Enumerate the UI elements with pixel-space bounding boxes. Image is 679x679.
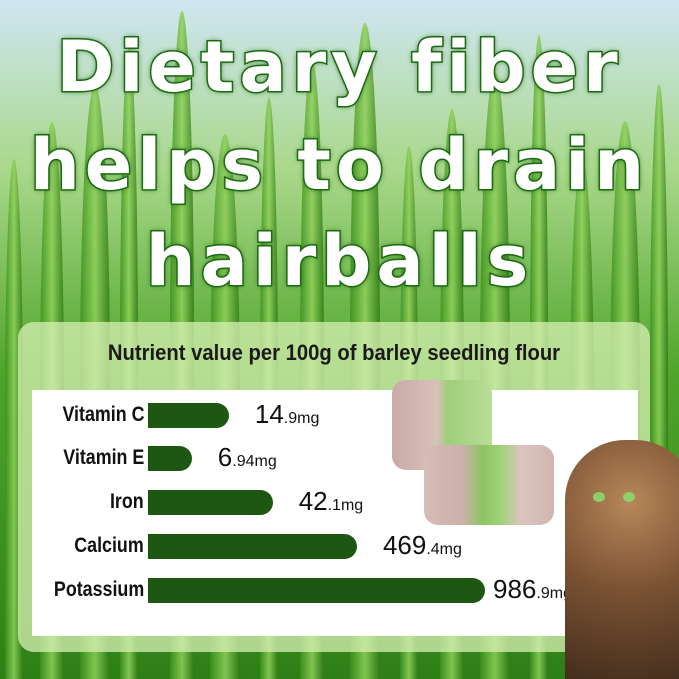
bar-iron <box>148 490 273 515</box>
category-label: Iron <box>110 490 144 513</box>
data-label: 986.9mg <box>493 574 572 605</box>
category-label: Vitamin E <box>62 446 144 469</box>
data-label-integer: 986 <box>493 574 537 604</box>
data-label-decimal: .4mg <box>426 541 462 558</box>
headline-line-2: helps to drain <box>28 124 650 206</box>
category-labels: Vitamin C Vitamin E Iron Calcium Potassium <box>32 390 144 636</box>
data-label-decimal: .9mg <box>536 585 572 602</box>
data-label: 42.1mg <box>299 486 364 517</box>
data-label-decimal: .94mg <box>232 453 277 470</box>
category-label: Calcium <box>74 534 144 557</box>
data-label-integer: 14 <box>254 399 284 429</box>
data-label-decimal: .9mg <box>283 410 320 427</box>
bar-potassium <box>148 578 485 603</box>
headline-line-1: Dietary fiber <box>55 26 623 108</box>
category-label: Vitamin C <box>62 403 144 426</box>
bar-vitamin-c <box>148 403 229 428</box>
cat-eye <box>623 492 635 502</box>
bar-vitamin-e <box>148 446 192 471</box>
cat-eye <box>593 492 605 502</box>
data-label: 14.9mg <box>255 399 320 430</box>
data-label-decimal: .1mg <box>327 497 364 514</box>
chart-card: Vitamin C Vitamin E Iron Calcium Potassium 14… <box>32 380 638 636</box>
headline-line-3: hairballs <box>144 220 534 302</box>
cat-image <box>565 440 679 679</box>
chart-title: Nutrient value per 100g of barley seedli… <box>107 340 561 365</box>
data-label-integer: 469 <box>382 530 427 560</box>
nutrient-panel: Nutrient value per 100g of barley seedli… <box>18 322 650 652</box>
category-label: Potassium <box>53 578 144 601</box>
freeze-dried-treat-image <box>424 445 554 525</box>
data-label: 6.94mg <box>218 442 277 473</box>
data-label-integer: 6 <box>217 442 233 472</box>
bar-calcium <box>148 534 357 559</box>
data-label: 469.4mg <box>383 530 462 561</box>
data-label-integer: 42 <box>298 486 328 516</box>
